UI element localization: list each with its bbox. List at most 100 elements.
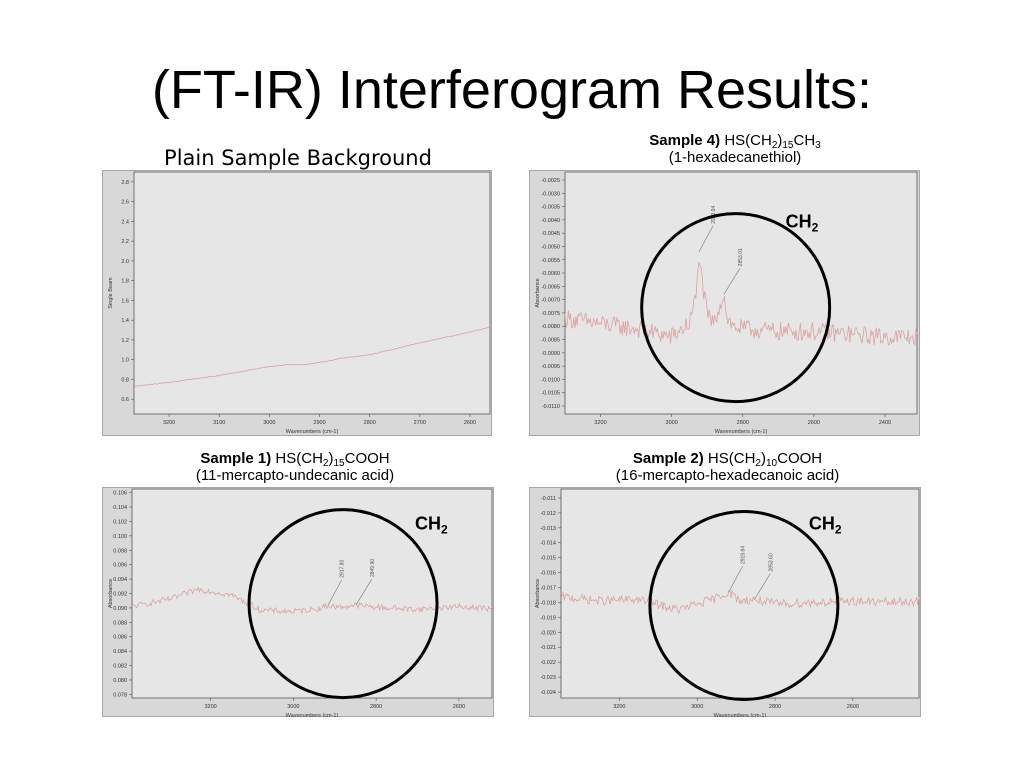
y-axis-label: Absorbance bbox=[108, 579, 114, 608]
y-tick-label: 0.104 bbox=[113, 505, 127, 511]
y-tick-label: 0.092 bbox=[113, 592, 127, 598]
y-tick-label: -0.0045 bbox=[541, 231, 560, 237]
spectrum-trace bbox=[564, 262, 918, 346]
spectrum-trace bbox=[131, 586, 493, 615]
chart-sample-2-panel: -0.011 -0.012 -0.013 -0.014 -0.015 -0.016 -0.0… bbox=[529, 487, 921, 717]
y-tick-label: 1.2 bbox=[121, 338, 129, 344]
x-tick-label: 2600 bbox=[847, 704, 859, 710]
y-tick-label: 0.100 bbox=[113, 534, 127, 540]
chart-sample-4-panel: -0.0025 -0.0030 -0.0035 -0.0040 -0.0045 -0.00… bbox=[529, 170, 920, 436]
peak-label: 2853.01 bbox=[738, 248, 744, 266]
y-tick-label: 2.4 bbox=[121, 219, 129, 225]
ch2-label: CH2 bbox=[786, 212, 819, 235]
sample-2-name: (16-mercapto-hexadecanoic acid) bbox=[615, 467, 840, 484]
y-tick-label: -0.017 bbox=[540, 586, 556, 592]
y-tick-label: -0.011 bbox=[541, 496, 556, 502]
peak-leader bbox=[327, 579, 342, 606]
y-tick-label: 0.080 bbox=[113, 678, 127, 684]
y-tick-label: -0.0065 bbox=[541, 284, 560, 290]
sample-1-formula: HS(CH2)15COOH bbox=[275, 450, 390, 469]
plot-area bbox=[131, 488, 493, 699]
y-tick-label: 0.102 bbox=[113, 519, 127, 525]
x-axis-label: Wavenumbers (cm-1) bbox=[286, 429, 339, 435]
y-tick-label: 1.4 bbox=[121, 318, 129, 324]
y-tick-label: -0.019 bbox=[540, 615, 556, 621]
y-tick-label: -0.0055 bbox=[541, 258, 560, 264]
sample-4-name: (1-hexadecanethiol) bbox=[668, 149, 802, 166]
x-tick-label: 3200 bbox=[594, 420, 606, 426]
caption-sample-2: Sample 2) HS(CH2)10COOH (16-mercapto-hex… bbox=[545, 450, 910, 484]
y-tick-label: 0.090 bbox=[113, 606, 127, 612]
chart-sample-1-panel: 0.078 0.080 0.082 0.084 0.086 0.088 0.090 0.092… bbox=[102, 487, 494, 717]
sample-2-formula: HS(CH2)10COOH bbox=[707, 450, 823, 469]
sample-1-label: Sample 1) bbox=[200, 450, 272, 467]
x-tick-label: 2600 bbox=[808, 420, 820, 426]
y-tick-label: -0.0075 bbox=[541, 311, 560, 317]
y-tick-label: -0.018 bbox=[540, 600, 556, 606]
x-tick-label: 2800 bbox=[737, 420, 749, 426]
x-tick-label: 2800 bbox=[769, 704, 781, 710]
y-tick-label: 2.2 bbox=[121, 239, 129, 245]
y-tick-label: -0.015 bbox=[540, 556, 556, 562]
highlight-circle bbox=[247, 508, 439, 700]
y-tick-label: -0.0105 bbox=[541, 391, 560, 397]
peak-label: 2917.80 bbox=[340, 559, 346, 577]
y-tick-label: -0.0035 bbox=[541, 205, 560, 211]
highlight-circle bbox=[640, 212, 832, 404]
sample-4-formula: HS(CH2)15CH3 bbox=[724, 132, 821, 151]
y-tick-label: 0.106 bbox=[113, 491, 127, 497]
x-tick-label: 3000 bbox=[287, 704, 299, 710]
y-tick-label: 1.0 bbox=[121, 358, 129, 364]
x-tick-label: 2800 bbox=[364, 420, 376, 426]
x-tick-label: 2900 bbox=[313, 420, 325, 426]
y-tick-label: -0.012 bbox=[540, 511, 556, 517]
y-tick-label: -0.0030 bbox=[541, 191, 560, 197]
caption-sample-1: Sample 1) HS(CH2)15COOH (11-mercapto-und… bbox=[120, 450, 470, 484]
y-tick-label: 0.098 bbox=[113, 548, 127, 554]
slide-title: (FT-IR) Interferogram Results: bbox=[151, 60, 873, 120]
plot-area bbox=[564, 171, 918, 415]
y-tick-label: -0.024 bbox=[540, 690, 556, 696]
y-tick-label: -0.014 bbox=[540, 541, 556, 547]
caption-sample-4-line-1: Sample 4) HS(CH2)15CH3 bbox=[560, 132, 910, 151]
caption-sample-2-line-1: Sample 2) HS(CH2)10COOH bbox=[545, 450, 910, 469]
y-tick-label: -0.0040 bbox=[541, 218, 560, 224]
y-tick-label: 1.6 bbox=[121, 298, 129, 304]
peak-leader bbox=[754, 573, 771, 600]
y-tick-label: -0.020 bbox=[540, 630, 556, 636]
y-tick-label: 0.088 bbox=[113, 620, 127, 626]
y-tick-label: -0.0110 bbox=[542, 404, 560, 410]
y-tick-label: 1.8 bbox=[121, 279, 129, 285]
y-tick-label: 2.8 bbox=[121, 180, 129, 186]
y-tick-label: -0.0095 bbox=[541, 364, 560, 370]
y-tick-label: -0.0080 bbox=[541, 324, 560, 330]
y-tick-label: -0.0070 bbox=[541, 298, 560, 304]
y-tick-label: 0.084 bbox=[113, 649, 127, 655]
x-axis-label: Wavenumbers (cm-1) bbox=[714, 713, 767, 717]
y-tick-label: 0.8 bbox=[121, 377, 129, 383]
y-tick-label: -0.0060 bbox=[541, 271, 560, 277]
y-axis-label: Absorbance bbox=[535, 579, 541, 608]
x-tick-label: 3100 bbox=[213, 420, 225, 426]
y-tick-label: -0.022 bbox=[540, 660, 556, 666]
x-tick-label: 2700 bbox=[414, 420, 426, 426]
y-tick-label: -0.0085 bbox=[541, 338, 560, 344]
peak-label: 2919.84 bbox=[741, 546, 747, 564]
y-tick-label: -0.0025 bbox=[541, 178, 560, 184]
y-tick-label: -0.023 bbox=[540, 675, 556, 681]
peak-leader bbox=[728, 565, 743, 593]
y-tick-label: 0.6 bbox=[121, 397, 129, 403]
peak-label: 2849.90 bbox=[370, 559, 376, 577]
x-tick-label: 2600 bbox=[453, 704, 465, 710]
sample-2-label: Sample 2) bbox=[632, 450, 704, 467]
plot-area bbox=[560, 488, 920, 699]
caption-sample-1-line-1: Sample 1) HS(CH2)15COOH bbox=[120, 450, 470, 469]
chart-background-panel: 0.6 0.8 1.0 1.2 1.4 1.6 1.8 2.0 2.2 2.4 2.6 2.8 3200… bbox=[102, 170, 492, 436]
x-tick-label: 3200 bbox=[204, 704, 216, 710]
y-tick-label: 2.6 bbox=[121, 200, 129, 206]
y-tick-label: 0.086 bbox=[113, 635, 127, 641]
y-tick-label: -0.016 bbox=[540, 571, 556, 577]
x-tick-label: 2400 bbox=[879, 420, 891, 426]
x-tick-label: 3000 bbox=[691, 704, 703, 710]
sample-4-label: Sample 4) bbox=[649, 132, 721, 149]
